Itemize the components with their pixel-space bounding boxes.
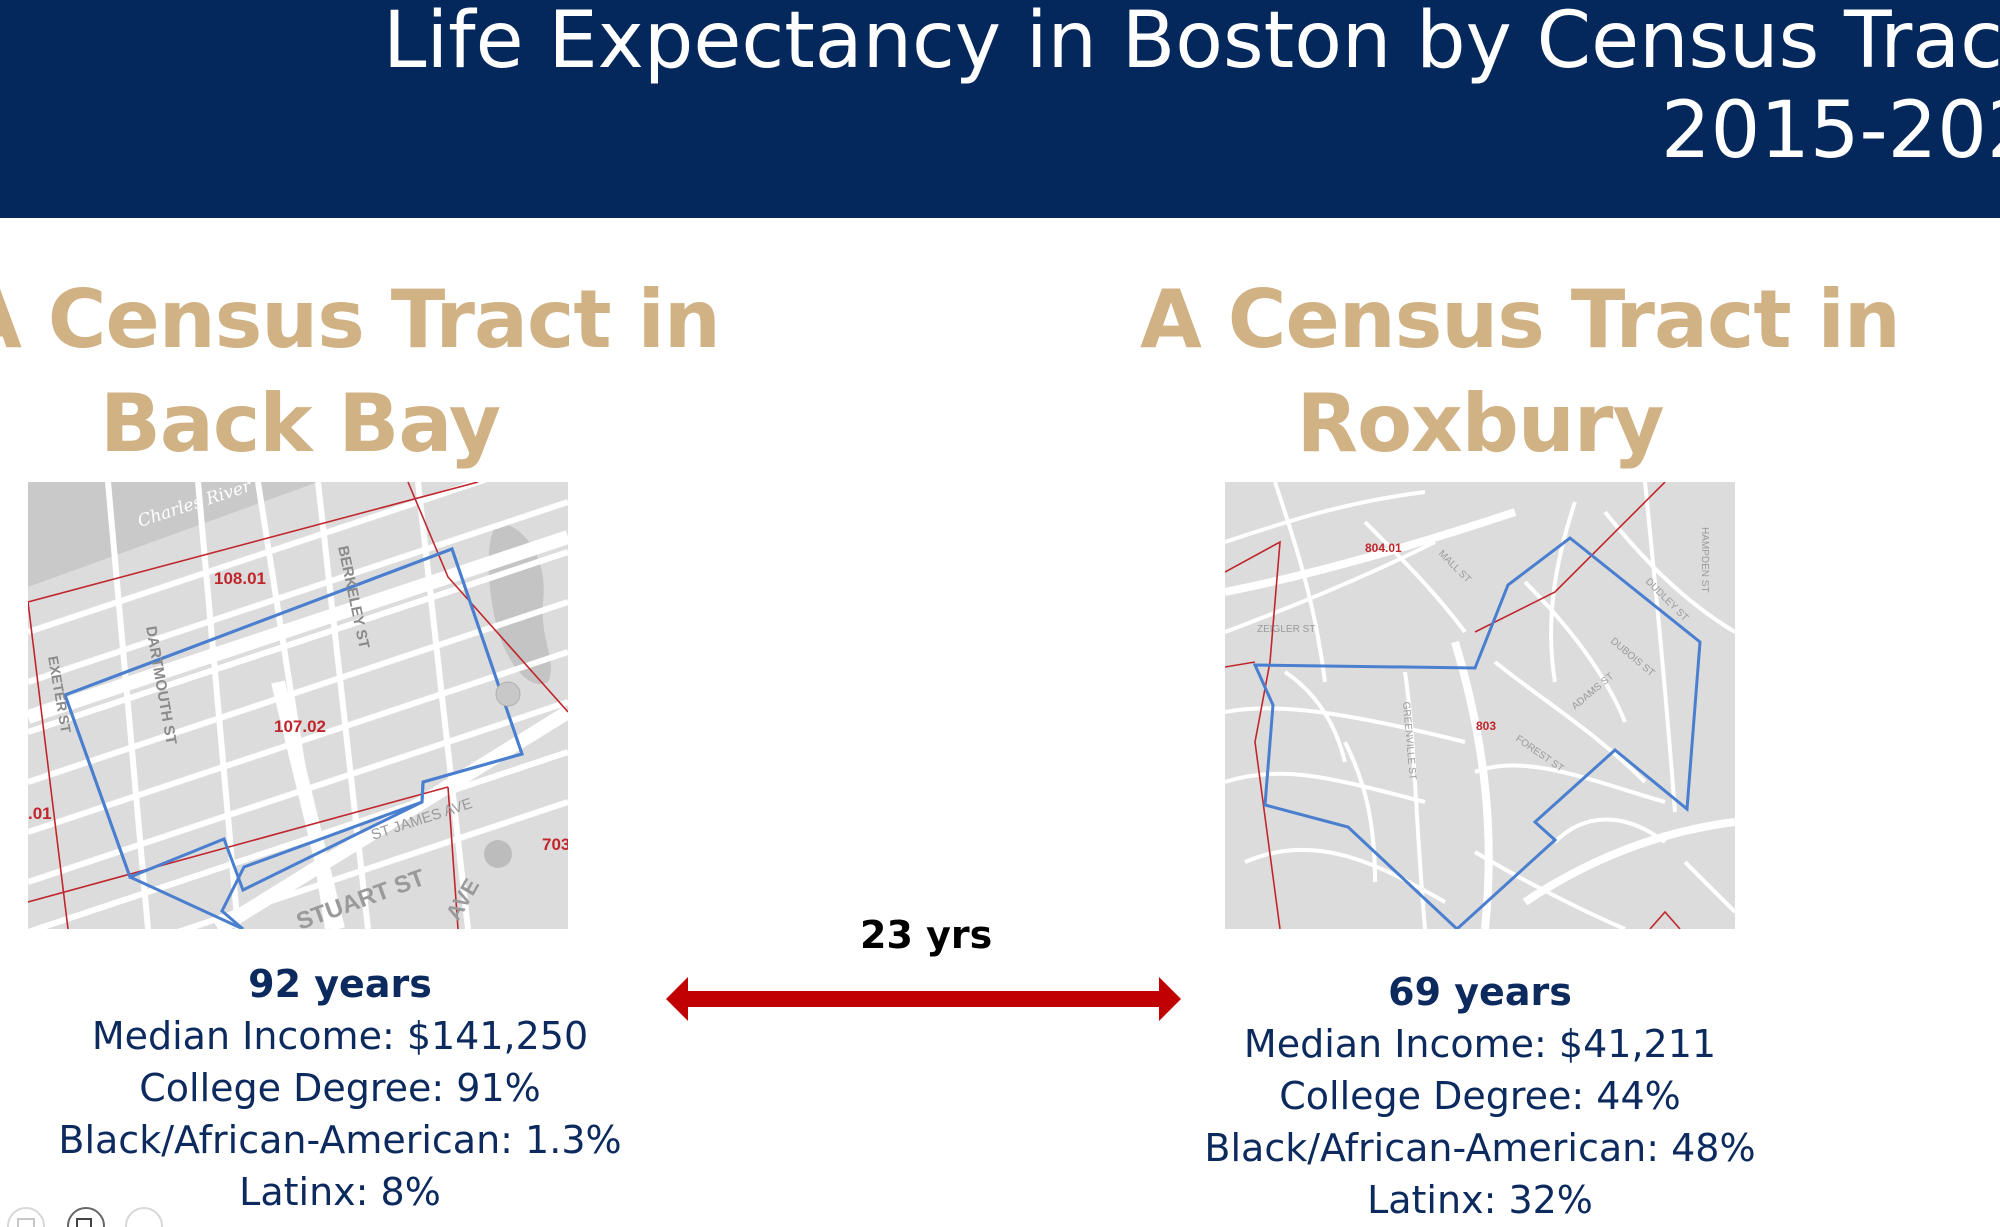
slide-title: Life Expectancy in Boston by Census Trac… xyxy=(383,0,2000,86)
back-bay-latinx: Latinx: 8% xyxy=(239,1170,441,1214)
back-bay-tract-outline-main xyxy=(63,547,524,893)
back-bay-map: Charles River 108.01 107.02 .01 703 DART… xyxy=(28,482,568,929)
ave-label: AVE xyxy=(441,874,484,924)
tract-borders xyxy=(1225,482,1681,929)
roxbury-stats: 69 years Median Income: $41,211 College … xyxy=(1130,966,1830,1226)
roxbury-heading: A Census Tract in Roxbury xyxy=(1140,268,1901,476)
poi-marker xyxy=(484,840,512,868)
roxbury-latinx: Latinx: 32% xyxy=(1367,1178,1593,1222)
back-bay-college: College Degree: 91% xyxy=(139,1066,541,1110)
street-grid xyxy=(28,482,568,929)
roxbury-tract-outline xyxy=(1252,536,1702,929)
roxbury-heading-line1: A Census Tract in xyxy=(1140,273,1901,366)
presentation-toolbar[interactable] xyxy=(6,1206,166,1227)
tract-west-label: .01 xyxy=(28,804,52,823)
camera-icon[interactable] xyxy=(67,1207,105,1227)
more-options-icon[interactable] xyxy=(125,1207,163,1227)
life-expectancy-gap: 23 yrs xyxy=(860,913,993,957)
mall-label: MALL ST xyxy=(1436,548,1473,585)
roxbury-black: Black/African-American: 48% xyxy=(1204,1126,1756,1170)
back-bay-income: Median Income: $141,250 xyxy=(91,1014,589,1058)
double-arrow-icon xyxy=(666,977,1181,1021)
slide-view-icon[interactable] xyxy=(7,1207,45,1227)
tract-borders xyxy=(28,482,568,929)
roxbury-income: Median Income: $41,211 xyxy=(1243,1022,1717,1066)
title-bar: Life Expectancy in Boston by Census Trac… xyxy=(0,0,2000,218)
roxbury-map: 804.01 803 ZEIGLER ST MALL ST GREENVILLE… xyxy=(1225,482,1735,929)
river-area xyxy=(28,482,318,587)
tract-107-label: 107.02 xyxy=(274,717,326,736)
tract-108-label: 108.01 xyxy=(214,569,266,588)
poi-marker-2 xyxy=(495,681,521,707)
tract-803-label: 803 xyxy=(1476,719,1496,733)
roxbury-college: College Degree: 44% xyxy=(1279,1074,1681,1118)
roxbury-map-svg: 804.01 803 ZEIGLER ST MALL ST GREENVILLE… xyxy=(1225,482,1735,929)
street-network xyxy=(1225,482,1735,929)
slide-title-years: 2015-2021 xyxy=(1661,86,2000,176)
zeigler-label: ZEIGLER ST xyxy=(1257,624,1315,635)
tract-804-label: 804.01 xyxy=(1365,541,1402,555)
major-streets xyxy=(28,530,568,929)
back-bay-heading-line1: A Census Tract in xyxy=(0,273,721,366)
back-bay-stats: 92 years Median Income: $141,250 College… xyxy=(0,958,680,1218)
roxbury-heading-line2: Roxbury xyxy=(1296,377,1665,470)
back-bay-black: Black/African-American: 1.3% xyxy=(58,1118,622,1162)
hampden-label: HAMPDEN ST xyxy=(1699,527,1710,593)
tract-east-label: 703 xyxy=(542,835,568,854)
back-bay-heading: A Census Tract in Back Bay xyxy=(0,268,721,476)
roxbury-life-expectancy: 69 years xyxy=(1388,970,1572,1014)
back-bay-map-svg: Charles River 108.01 107.02 .01 703 DART… xyxy=(28,482,568,929)
major-roads xyxy=(1225,508,1735,929)
dubois-label: DUBOIS ST xyxy=(1608,636,1656,679)
greenville-label: GREENVILLE ST xyxy=(1400,701,1418,780)
back-bay-life-expectancy: 92 years xyxy=(248,962,432,1006)
back-bay-heading-line2: Back Bay xyxy=(99,377,501,470)
